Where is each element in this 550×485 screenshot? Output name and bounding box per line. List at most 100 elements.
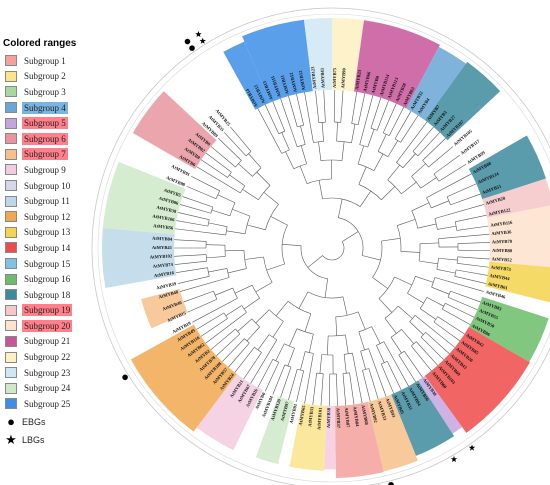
subgroup-range (424, 61, 501, 141)
tree-branch (243, 352, 262, 380)
tree-branch (240, 185, 246, 194)
tree-branch (296, 93, 304, 126)
legend-title: Colored ranges (3, 38, 77, 49)
lbg-marker (468, 444, 476, 451)
leaf-label: AtMYB65 (298, 404, 307, 425)
legend-label: Subgroup 18 (24, 289, 71, 300)
tree-branch (383, 132, 390, 137)
tree-branch (304, 353, 314, 404)
legend-item: Subgroup 21 (3, 334, 103, 350)
subgroup-range (101, 227, 177, 288)
leaf-label: AtMYB28 (485, 195, 506, 206)
tree-branch (255, 309, 270, 324)
tree-branch (360, 351, 366, 370)
legend-label: Subgroup 10 (24, 180, 71, 191)
subgroup-range (468, 296, 549, 362)
legend-swatch (5, 117, 17, 129)
tree-branch (428, 146, 454, 168)
tree-branch (400, 115, 419, 143)
tree-branch (191, 176, 220, 192)
tree-branch (342, 373, 347, 406)
tree-branch (252, 167, 262, 177)
legend: Colored ranges Subgroup 1 Subgroup 2 Subgr… (3, 38, 103, 448)
tree-branch (284, 364, 292, 368)
star-icon: ★ (5, 432, 17, 448)
subgroup-range (482, 178, 550, 218)
tree-branch (445, 302, 475, 318)
tree-branch (450, 290, 481, 303)
tree-branch (210, 328, 236, 350)
legend-item: Subgroup 1 (3, 53, 103, 69)
tree-branch (278, 130, 285, 135)
tree-branch (336, 140, 352, 144)
tree-branch (257, 108, 283, 154)
tree-branch (272, 101, 286, 132)
tree-branch (177, 276, 210, 284)
tree-branch (457, 263, 489, 268)
tree-branch (370, 127, 378, 131)
tree-branch (288, 96, 298, 127)
tree-branch (226, 230, 246, 235)
tree-branch (400, 251, 420, 253)
tree-branch (381, 186, 396, 200)
tree-branch (205, 254, 207, 262)
tree-branch (338, 217, 364, 256)
tree-branch (402, 153, 416, 169)
ebg-marker (122, 374, 128, 381)
leaf-label: AtMYB16 (154, 270, 175, 278)
leaf-label: AtMYB87 (344, 407, 351, 428)
subgroup-range (303, 18, 332, 92)
tree-branch (390, 329, 402, 338)
leaf-label: AtMYB51 (481, 183, 502, 195)
legend-label: Subgroup 20 (22, 319, 73, 332)
tree-branch (370, 97, 382, 129)
subgroup-range (406, 46, 466, 121)
legend-swatch (5, 211, 17, 223)
tree-branch (225, 226, 228, 235)
leaf-label: AtMYB92 (369, 403, 379, 424)
tree-branch (420, 336, 444, 360)
legend-swatch (5, 351, 17, 363)
outer-ring (97, 13, 550, 483)
legend-swatch (5, 258, 17, 270)
tree-branch (426, 197, 432, 209)
ebg-marker (388, 481, 394, 485)
tree-branch (284, 343, 295, 349)
tree-branch (368, 368, 379, 400)
tree-branch (300, 245, 328, 279)
subgroup-range (487, 205, 550, 268)
legend-item: Subgroup 9 (3, 162, 103, 178)
tree-branch (414, 315, 455, 348)
leaf-label: AtMYB84 (152, 236, 173, 242)
tree-branch (309, 333, 314, 353)
leaf-label: AtMYB33 (307, 406, 315, 427)
legend-label: Subgroup 15 (24, 258, 71, 269)
tree-branch (422, 160, 429, 168)
ebg-marker (189, 45, 195, 51)
subgroup-range (418, 375, 463, 434)
tree-branch (454, 269, 457, 277)
tree-branch (349, 372, 355, 405)
tree-branch (251, 285, 260, 299)
legend-swatch (5, 86, 17, 98)
tree-branch (447, 296, 478, 311)
legend-item: Subgroup 22 (3, 349, 103, 365)
tree-branch (246, 326, 260, 342)
tree-branch (456, 256, 458, 264)
legend-item: Subgroup 15 (3, 256, 103, 272)
lbg-marker (450, 455, 458, 463)
legend-swatch (5, 195, 17, 207)
tree-branch (433, 316, 438, 323)
tree-branch (376, 100, 389, 131)
leaf-label: AtMYB23 (354, 69, 362, 90)
tree-branch (327, 335, 329, 355)
tree-branch (387, 164, 400, 181)
tree-branch (345, 334, 349, 354)
leaf-label: AtMYB106 (152, 213, 176, 222)
tree-branch (272, 321, 284, 338)
tree-branch (304, 92, 314, 143)
legend-swatch (5, 382, 17, 394)
legend-swatch (5, 102, 17, 114)
tree-branch (300, 351, 306, 371)
tree-branch (377, 151, 389, 158)
